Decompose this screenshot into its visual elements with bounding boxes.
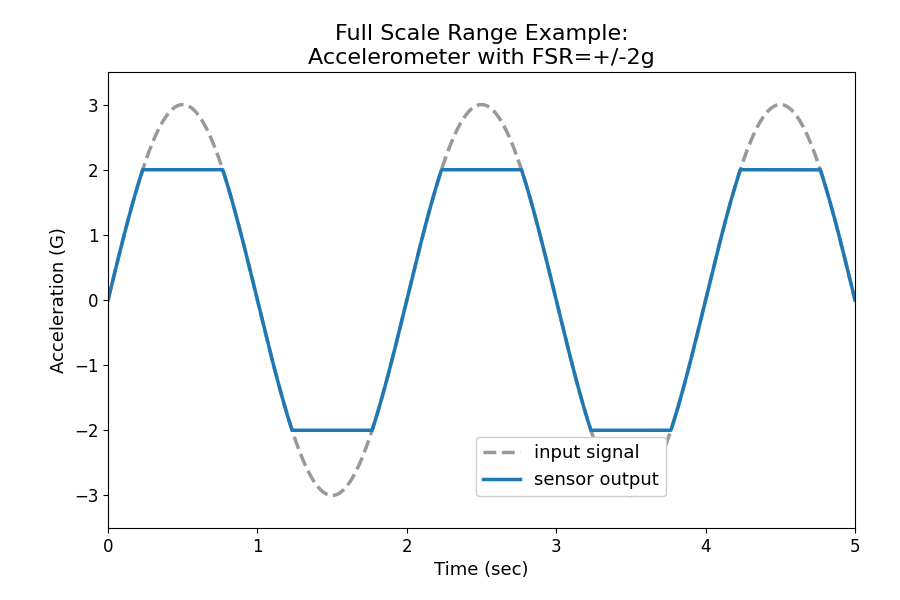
input signal bbox=[850, 296, 860, 304]
sensor output bbox=[388, 350, 399, 357]
input signal bbox=[238, 241, 249, 248]
sensor output bbox=[717, 229, 728, 236]
Line: input signal: input signal bbox=[108, 104, 855, 496]
input signal bbox=[177, 101, 188, 108]
Legend: input signal, sensor output: input signal, sensor output bbox=[476, 437, 666, 496]
input signal bbox=[717, 229, 728, 236]
sensor output bbox=[661, 427, 671, 434]
Title: Full Scale Range Example:
Accelerometer with FSR=+/-2g: Full Scale Range Example: Accelerometer … bbox=[308, 25, 655, 68]
input signal bbox=[551, 297, 562, 304]
Y-axis label: Acceleration (G): Acceleration (G) bbox=[50, 227, 68, 373]
sensor output bbox=[850, 296, 860, 304]
sensor output bbox=[551, 297, 562, 304]
X-axis label: Time (sec): Time (sec) bbox=[434, 561, 529, 579]
input signal bbox=[589, 436, 599, 443]
sensor output bbox=[238, 241, 249, 248]
input signal bbox=[103, 296, 113, 304]
sensor output bbox=[287, 427, 298, 434]
input signal bbox=[388, 350, 399, 357]
Line: sensor output: sensor output bbox=[108, 170, 855, 430]
sensor output bbox=[138, 166, 148, 173]
sensor output bbox=[589, 427, 599, 434]
input signal bbox=[327, 492, 338, 499]
input signal bbox=[661, 442, 671, 449]
sensor output bbox=[103, 296, 113, 304]
